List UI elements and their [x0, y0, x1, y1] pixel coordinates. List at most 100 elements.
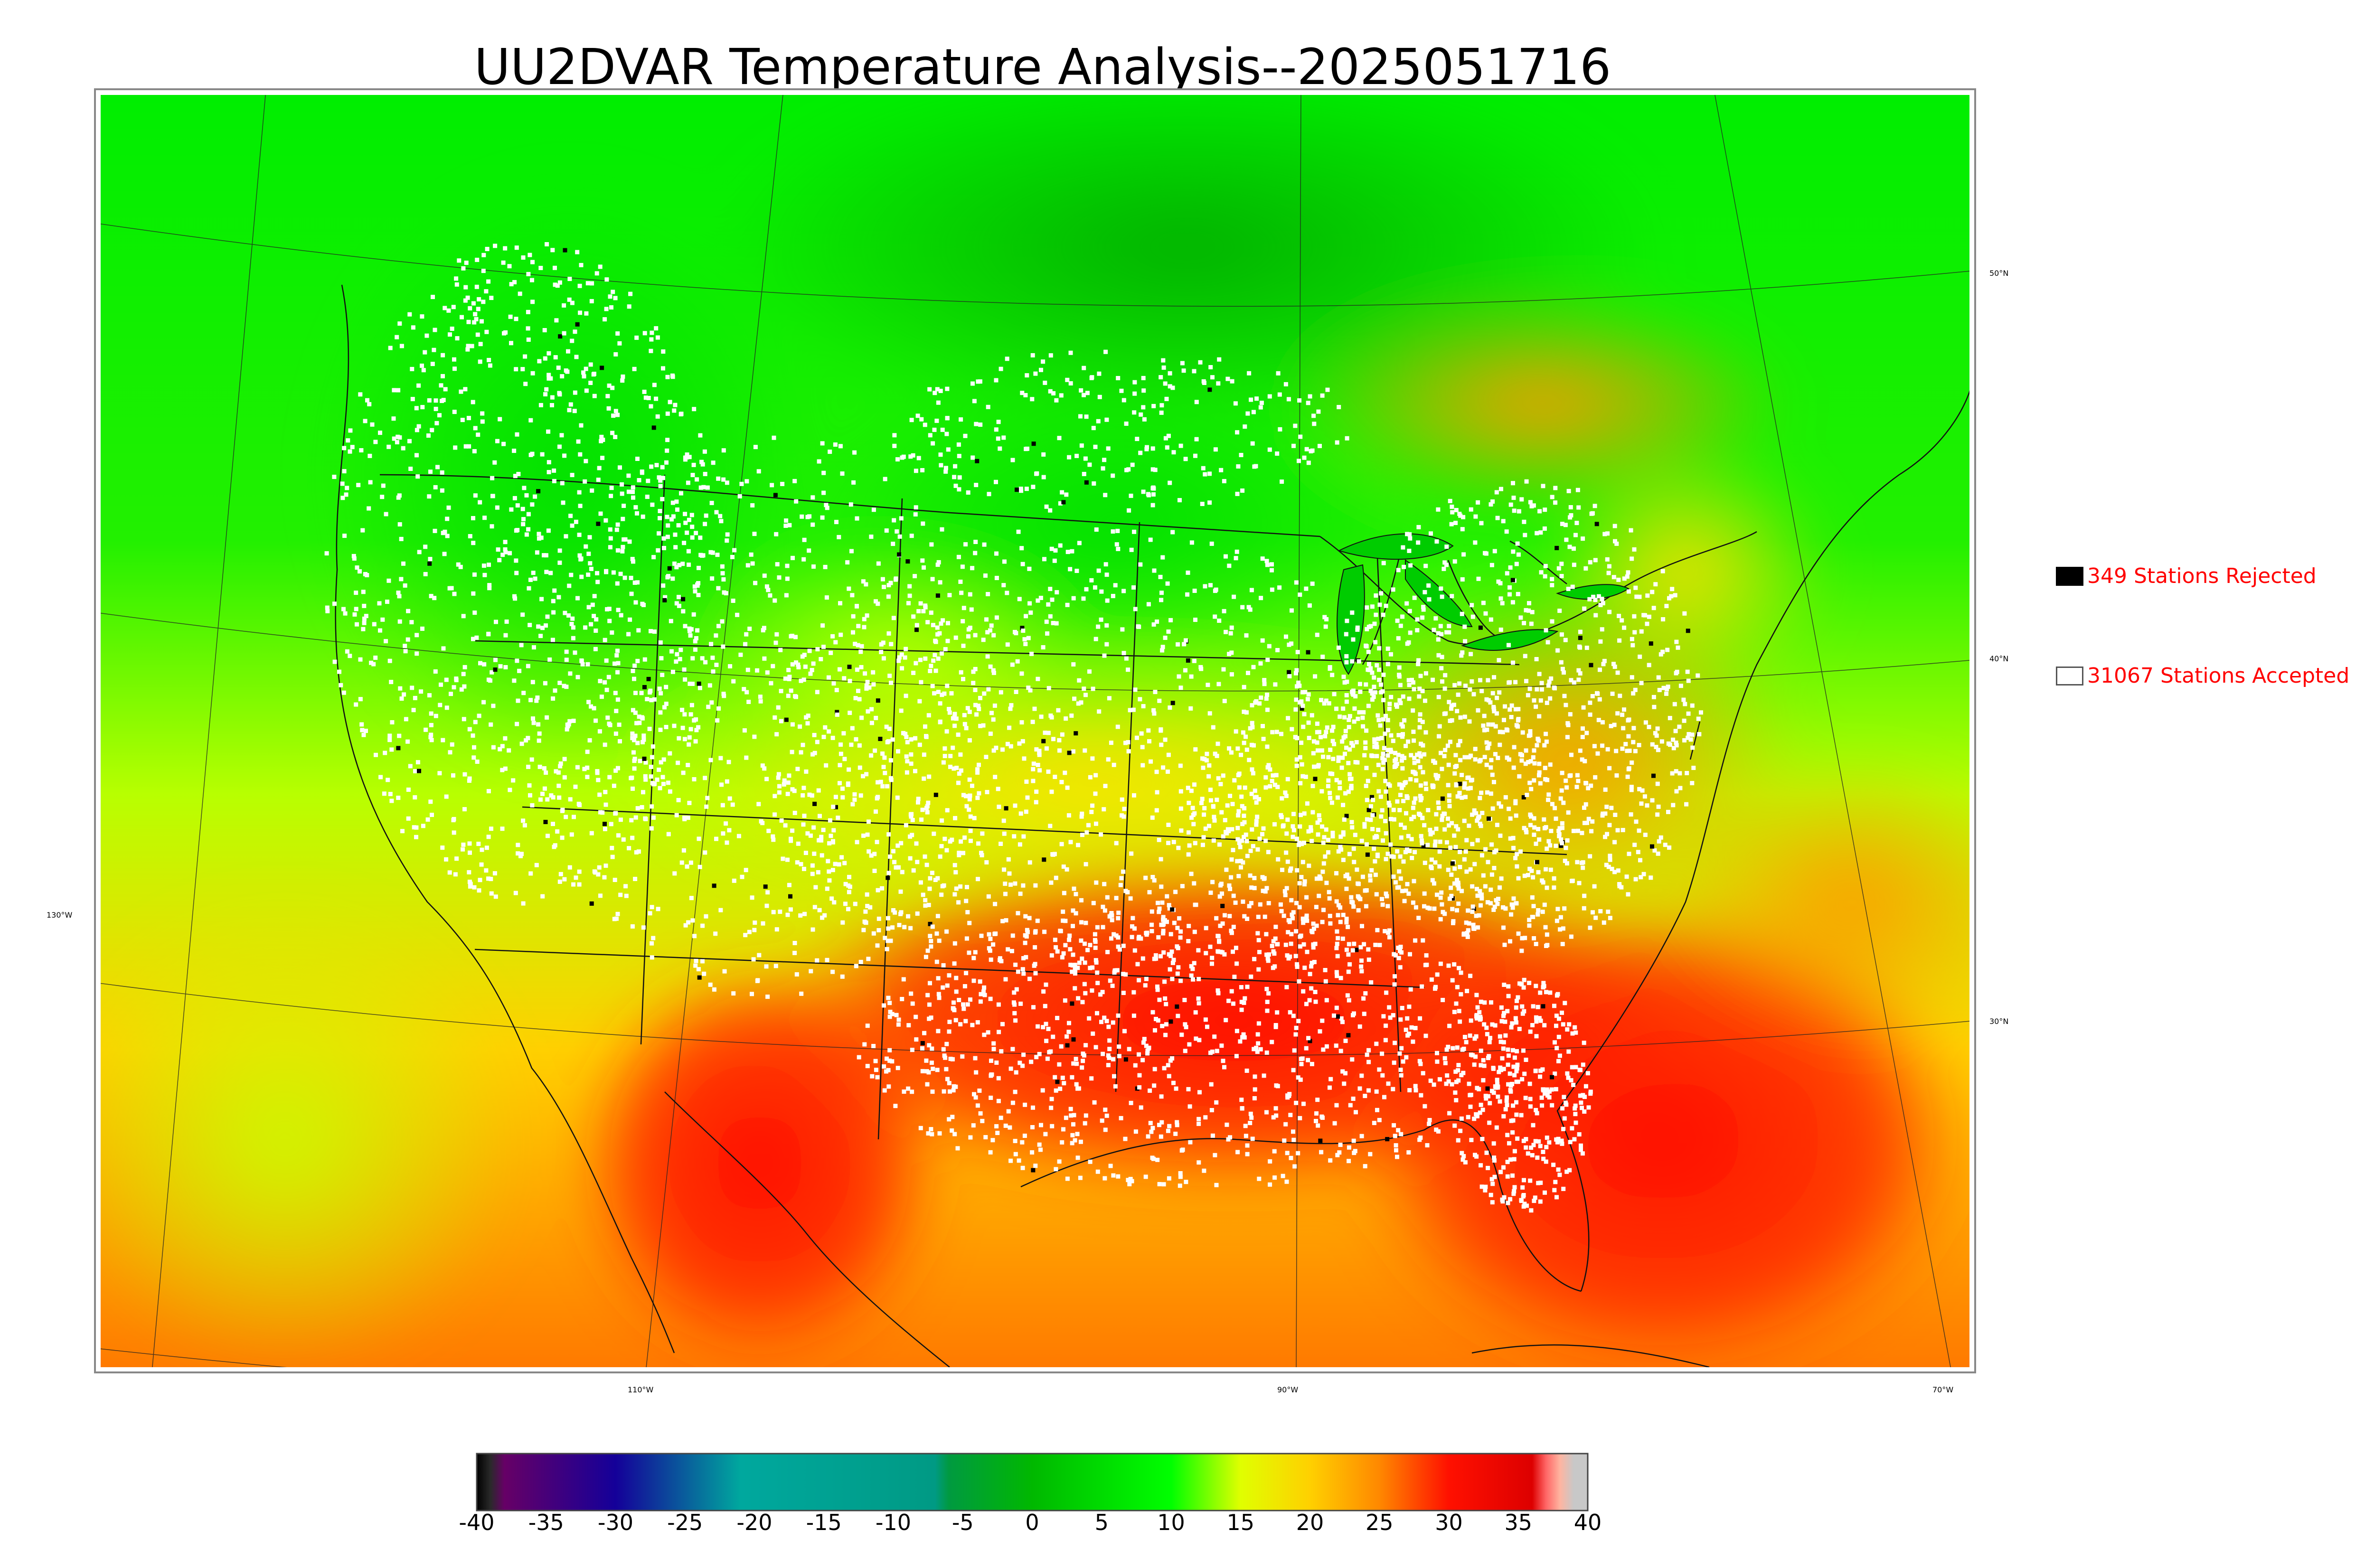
station-marker — [1405, 532, 1410, 536]
station-marker — [905, 759, 910, 764]
station-marker — [634, 850, 639, 854]
station-marker — [551, 610, 556, 615]
station-marker — [584, 544, 588, 549]
station-marker — [694, 958, 698, 963]
station-marker — [1023, 642, 1028, 647]
station-marker — [942, 746, 947, 751]
station-marker — [585, 662, 590, 667]
station-marker — [515, 722, 519, 726]
station-marker — [1251, 844, 1255, 848]
station-marker — [1270, 944, 1274, 948]
station-marker — [1241, 1032, 1246, 1037]
station-marker — [787, 773, 791, 778]
station-marker — [1265, 1008, 1270, 1013]
station-marker — [1607, 823, 1612, 827]
station-marker — [1240, 488, 1245, 493]
station-marker — [998, 446, 1002, 451]
station-marker — [945, 416, 950, 421]
station-marker — [838, 667, 842, 672]
station-marker — [787, 523, 792, 527]
station-marker — [1507, 1053, 1511, 1058]
station-marker — [444, 857, 449, 862]
station-marker — [1384, 990, 1389, 995]
station-marker — [382, 791, 386, 796]
station-marker — [486, 876, 490, 881]
station-marker — [1397, 665, 1402, 670]
station-marker — [925, 1082, 930, 1087]
station-marker — [929, 944, 933, 949]
station-marker — [555, 829, 560, 834]
station-marker — [1552, 685, 1556, 690]
station-marker — [553, 688, 557, 693]
station-marker — [1508, 816, 1513, 821]
station-marker — [917, 742, 922, 747]
station-marker — [1083, 748, 1087, 753]
station-marker — [1642, 794, 1647, 799]
station-marker — [1161, 358, 1166, 363]
station-marker — [840, 795, 845, 800]
station-marker — [1065, 1176, 1070, 1181]
station-marker — [1098, 992, 1103, 997]
station-marker — [1027, 601, 1032, 606]
station-marker — [1352, 706, 1357, 711]
station-marker — [1426, 808, 1431, 812]
station-marker — [632, 766, 637, 771]
station-marker — [567, 865, 572, 870]
station-marker — [1095, 1169, 1100, 1174]
station-marker — [380, 617, 385, 622]
station-marker — [1664, 691, 1668, 696]
station-marker — [811, 564, 816, 569]
station-marker — [372, 622, 377, 627]
station-marker — [1479, 1102, 1483, 1107]
station-marker — [1551, 1163, 1556, 1167]
station-marker — [557, 560, 562, 565]
station-marker — [467, 444, 471, 449]
station-marker — [658, 478, 663, 483]
station-marker — [460, 418, 465, 423]
station-marker — [1473, 514, 1478, 519]
station-marker — [1467, 1081, 1471, 1086]
station-marker — [758, 699, 763, 704]
station-marker — [1505, 1174, 1510, 1179]
station-marker — [512, 449, 517, 453]
station-marker — [1110, 913, 1114, 918]
station-marker — [974, 483, 979, 488]
station-marker — [832, 900, 837, 905]
station-marker — [805, 831, 810, 836]
station-marker — [989, 958, 993, 962]
station-marker — [1515, 864, 1519, 869]
station-marker — [916, 800, 920, 805]
station-marker — [1674, 743, 1679, 748]
station-marker — [441, 353, 445, 357]
station-marker — [1320, 393, 1325, 398]
station-marker — [1088, 966, 1093, 970]
station-marker — [744, 690, 749, 695]
station-marker — [1681, 697, 1686, 702]
station-marker — [1519, 982, 1524, 986]
station-marker — [1434, 1127, 1439, 1132]
station-marker — [1138, 562, 1143, 567]
station-marker — [1130, 1179, 1134, 1183]
station-marker — [1289, 932, 1294, 937]
station-marker — [1145, 1048, 1150, 1053]
station-marker — [1175, 926, 1180, 930]
station-marker — [999, 1116, 1003, 1120]
station-marker — [1197, 1090, 1202, 1095]
station-marker — [1421, 1071, 1425, 1076]
station-marker — [1302, 455, 1307, 460]
station-marker — [801, 786, 806, 790]
station-marker — [1028, 610, 1033, 615]
station-marker — [589, 901, 594, 906]
station-marker — [1629, 788, 1634, 792]
station-marker — [1514, 1100, 1518, 1105]
station-marker — [1468, 1093, 1472, 1098]
station-marker — [1166, 823, 1171, 827]
station-marker — [712, 883, 716, 888]
station-marker — [1381, 761, 1386, 765]
station-marker — [958, 752, 963, 757]
station-marker — [1256, 938, 1261, 942]
station-marker — [1573, 1106, 1577, 1111]
station-marker — [361, 732, 366, 737]
station-marker — [610, 845, 614, 850]
station-marker — [1370, 813, 1375, 817]
